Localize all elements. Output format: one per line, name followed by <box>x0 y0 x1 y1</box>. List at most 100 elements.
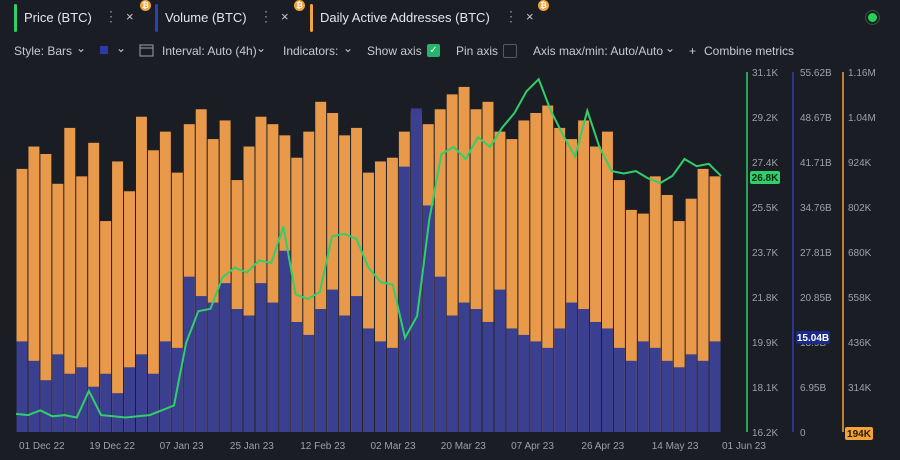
more-options-icon[interactable]: ⋮ <box>104 8 118 24</box>
style-select[interactable]: Style: Bars <box>14 44 73 58</box>
active-addresses-bar <box>315 101 327 433</box>
close-icon[interactable]: × <box>526 9 534 24</box>
volume-bar <box>183 276 195 432</box>
active-addresses-bar <box>649 176 661 432</box>
price-axis-tick-label: 31.1K <box>752 68 778 79</box>
show-axis-label: Show axis <box>367 44 422 58</box>
volume-bar <box>100 373 112 432</box>
color-swatch[interactable] <box>100 46 108 54</box>
volume-bar <box>530 341 542 432</box>
active-addresses-bar <box>351 127 363 432</box>
volume-bar <box>661 360 673 432</box>
x-axis-tick-label: 25 Jan 23 <box>230 441 274 452</box>
axis-maxmin-select[interactable]: Axis max/min: Auto/Auto <box>533 44 664 58</box>
volume-bar <box>566 302 578 432</box>
x-axis-tick-label: 14 May 23 <box>652 441 699 452</box>
volume-bar <box>124 367 135 432</box>
chevron-down-icon[interactable]: ⌄ <box>116 41 127 55</box>
volume-bar <box>434 276 446 432</box>
volume-axis-tick-label: 41.71B <box>800 158 832 169</box>
price-axis-tick-label: 23.7K <box>752 248 778 259</box>
active-addresses-bar <box>135 116 147 433</box>
tab-volume-btc[interactable]: Volume (BTC) ⋮ × ₿ <box>155 0 305 32</box>
volume-bar <box>494 289 506 432</box>
active-addresses-bar <box>446 94 458 433</box>
metric-tabs: Price (BTC) ⋮ × ₿ Volume (BTC) ⋮ × ₿ Dai… <box>0 0 900 36</box>
interval-select[interactable]: Interval: Auto (4h) <box>162 44 257 58</box>
x-axis-tick-label: 01 Jun 23 <box>722 441 766 452</box>
volume-bar <box>518 334 530 432</box>
active-addresses-bar <box>159 131 171 433</box>
show-axis-checkbox[interactable]: ✓ <box>427 44 440 57</box>
combine-metrics-button[interactable]: Combine metrics <box>704 44 795 58</box>
volume-bar <box>506 328 518 432</box>
active-addresses-bar <box>386 157 398 432</box>
volume-bar <box>255 283 267 432</box>
chevron-down-icon[interactable]: ⌄ <box>343 41 354 55</box>
volume-bar <box>231 309 243 432</box>
volume-bar <box>16 341 28 432</box>
active-addresses-bar <box>482 101 494 433</box>
volume-axis-tick-label: 0 <box>800 428 806 439</box>
volume-bar <box>590 321 602 432</box>
volume-axis-tick-label: 48.67B <box>800 113 832 124</box>
x-axis-tick-label: 26 Apr 23 <box>581 441 624 452</box>
volume-bar <box>159 341 171 432</box>
pin-axis-checkbox[interactable] <box>503 44 517 58</box>
volume-axis-tick-label: 34.76B <box>800 203 832 214</box>
active-addresses-bar <box>16 168 28 432</box>
chevron-down-icon[interactable]: ⌄ <box>665 41 676 55</box>
active-addresses-bar <box>243 146 255 432</box>
price-axis-tick-label: 16.2K <box>752 428 778 439</box>
active-axis-tick-label: 802K <box>848 203 872 214</box>
volume-bar <box>40 380 52 432</box>
indicators-select[interactable]: Indicators: <box>283 44 339 58</box>
active-addresses-bar <box>363 172 374 432</box>
volume-bar <box>76 367 88 432</box>
active-addresses-bar <box>112 161 124 433</box>
chevron-down-icon[interactable]: ⌄ <box>76 41 87 55</box>
volume-bar <box>578 309 590 432</box>
price-axis-tick-label: 29.2K <box>752 113 778 124</box>
tab-price-btc[interactable]: Price (BTC) ⋮ × ₿ <box>14 0 154 32</box>
active-addresses-bar <box>88 142 100 433</box>
active-addresses-bar <box>697 168 709 432</box>
active-addresses-bar <box>661 194 673 432</box>
volume-bar <box>602 328 613 432</box>
volume-bar <box>52 354 64 432</box>
volume-bar <box>542 347 554 432</box>
x-axis-tick-label: 20 Mar 23 <box>441 441 486 452</box>
tab-daily-active-addresses[interactable]: Daily Active Addresses (BTC) ⋮ × ₿ <box>310 0 550 32</box>
live-status-dot <box>868 13 877 22</box>
price-axis-ticks: 31.1K 29.2K 27.4K 25.5K 23.7K 21.8K 19.9K 18.1K… <box>752 68 778 439</box>
active-addresses-bar <box>267 124 279 432</box>
active-axis-tick-label: 1.16M <box>848 68 876 79</box>
more-options-icon[interactable]: ⋮ <box>259 8 273 24</box>
volume-bar <box>243 315 255 432</box>
volume-bar <box>637 341 649 432</box>
tab-label: Volume (BTC) <box>165 10 247 25</box>
chevron-down-icon[interactable]: ⌄ <box>256 41 267 55</box>
price-axis-tick-label: 21.8K <box>752 293 778 304</box>
more-options-icon[interactable]: ⋮ <box>504 8 518 24</box>
volume-bar <box>709 341 721 432</box>
tab-color-bar <box>155 4 158 32</box>
volume-bar <box>147 373 159 432</box>
plus-icon[interactable]: + <box>689 44 697 58</box>
active-addresses-bar <box>76 176 88 432</box>
volume-bar <box>374 341 386 432</box>
price-current-badge: 26.8K <box>750 171 780 184</box>
price-axis-tick-label: 27.4K <box>752 158 778 169</box>
close-icon[interactable]: × <box>126 9 134 24</box>
volume-axis-tick-label: 27.81B <box>800 248 832 259</box>
active-addresses-bar <box>578 120 590 432</box>
volume-bar <box>649 347 661 432</box>
active-addresses-bar <box>613 180 625 432</box>
x-axis-tick-label: 07 Jan 23 <box>160 441 204 452</box>
active-addresses-bar <box>124 191 135 432</box>
close-icon[interactable]: × <box>281 9 289 24</box>
active-addresses-bar <box>590 146 602 432</box>
volume-bar <box>219 283 231 432</box>
volume-bar <box>327 289 339 432</box>
